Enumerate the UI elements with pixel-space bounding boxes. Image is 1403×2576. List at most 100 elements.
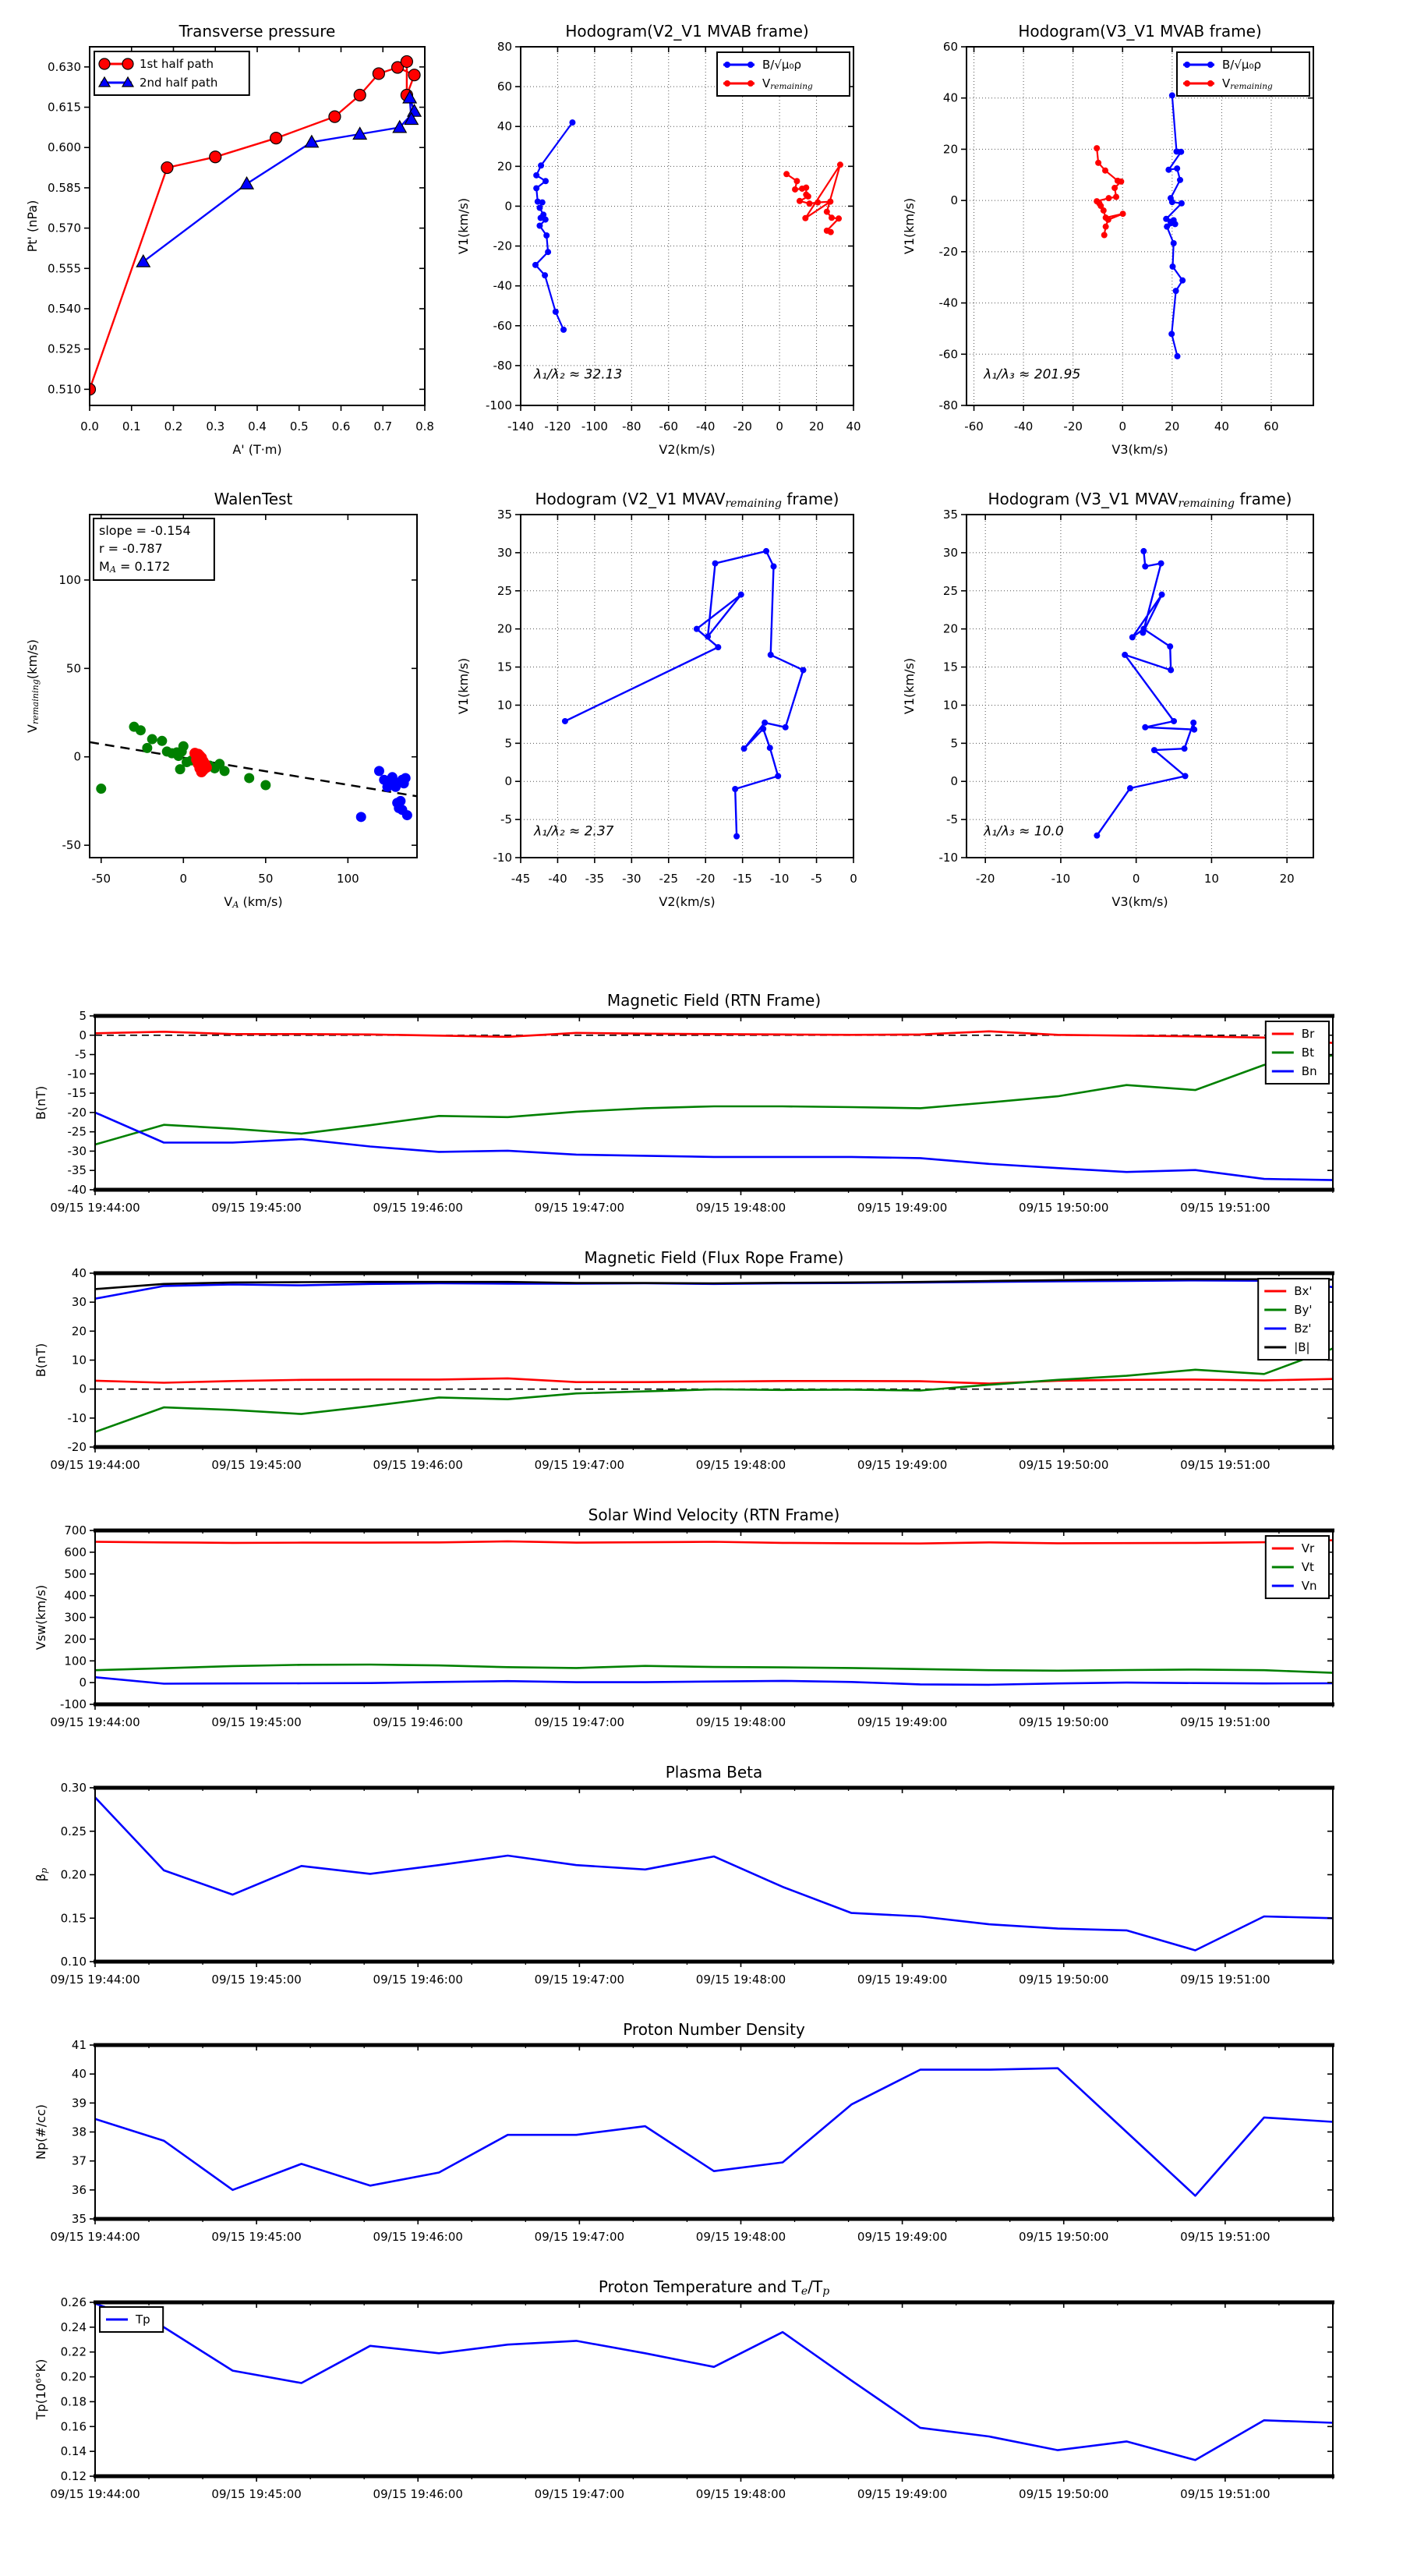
dot-marker: [732, 786, 739, 792]
x-tick-label: 09/15 19:46:00: [373, 2487, 463, 2501]
y-tick-label: 0.540: [48, 302, 81, 316]
triangle-marker: [136, 253, 151, 267]
axes-frame: [94, 1015, 1334, 1191]
x-tick-label: -20: [733, 419, 752, 433]
circle-marker: [372, 67, 385, 80]
triangle-marker: [97, 76, 111, 87]
fit-line: [90, 741, 417, 798]
dot-marker: [762, 719, 769, 726]
y-tick-label: 20: [943, 622, 958, 636]
panel-b-fluxrope: 09/15 19:44:00 09/15 19:45:00 09/15 19:46:…: [34, 1248, 1334, 1472]
x-tick-label: 40: [1214, 419, 1229, 433]
x-tick-label: 09/15 19:51:00: [1180, 1715, 1270, 1729]
legend: B/√μ₀ρ Vremaining: [1176, 51, 1310, 97]
scatter-point: [178, 741, 189, 752]
dot-marker: [542, 216, 549, 223]
y-axis-label: Vremaining(km/s): [25, 639, 41, 733]
scatter-point: [157, 735, 168, 746]
scatter-point: [175, 764, 186, 775]
panel-title: Hodogram (V2_V1 MVAVremaining frame): [535, 490, 839, 510]
dot-marker: [827, 198, 834, 205]
y-tick-label: 100: [58, 573, 81, 587]
panel-title: Hodogram(V2_V1 MVAB frame): [565, 22, 808, 41]
dot-marker: [539, 199, 546, 206]
scatter-point: [397, 805, 408, 816]
y-tick-label: 100: [64, 1654, 87, 1668]
x-axis-label: V2(km/s): [659, 894, 715, 909]
x-tick-label: 09/15 19:45:00: [211, 1973, 301, 1987]
x-tick-label: 09/15 19:50:00: [1019, 1715, 1108, 1729]
x-tick-label: 09/15 19:50:00: [1019, 1201, 1108, 1215]
dot-marker: [542, 178, 550, 185]
circle-marker: [209, 150, 222, 164]
stats-line: slope = -0.154: [99, 523, 191, 538]
dot-marker: [1207, 80, 1214, 87]
legend: 1st half path 2nd half path: [94, 51, 250, 96]
dot-marker: [537, 214, 544, 221]
y-axis-label: Np(#/cc): [34, 2104, 48, 2160]
dot-marker: [782, 724, 789, 731]
triangle-marker: [402, 90, 418, 104]
dot-marker: [1104, 216, 1111, 223]
y-tick-label: -20: [939, 245, 959, 259]
stats-line: MA = 0.172: [99, 559, 170, 575]
series-Tp: [95, 2302, 1333, 2461]
dot-marker: [1150, 747, 1157, 754]
series-group: [561, 547, 807, 840]
panel-hodogram-v3v1-mvav: -20 -10 0 10 20 -10 -5 0 5 10 15 20 25 30 35 Hodogram (…: [902, 490, 1314, 909]
dot-marker: [569, 119, 576, 126]
x-tick-label: 09/15 19:49:00: [857, 1715, 947, 1729]
x-tick-label: 10: [1204, 872, 1219, 886]
x-tick-label: 09/15 19:48:00: [696, 1715, 786, 1729]
scatter-point: [373, 766, 384, 777]
y-axis-label: V1(km/s): [456, 658, 471, 714]
triangle-marker: [121, 76, 135, 87]
x-tick-label: 09/15 19:46:00: [373, 2230, 463, 2244]
x-tick-label: 100: [337, 872, 359, 886]
x-tick-label: 09/15 19:44:00: [50, 1201, 140, 1215]
y-tick-label: 30: [943, 546, 958, 560]
y-tick-label: 0: [504, 199, 512, 213]
legend: Bx' By' Bz' |B|: [1257, 1278, 1330, 1361]
dot-marker: [1168, 331, 1175, 338]
dot-marker: [1181, 745, 1188, 752]
x-axis-label: V3(km/s): [1111, 442, 1168, 457]
series-V remaining hodogram: [1096, 550, 1196, 837]
dot-marker: [827, 228, 834, 235]
dot-marker: [1118, 178, 1125, 185]
dot-marker: [1097, 203, 1104, 210]
y-tick-label: 5: [79, 1009, 87, 1023]
series-Bt: [95, 1054, 1333, 1146]
axes-frame: [520, 514, 854, 858]
y-tick-label: -40: [939, 296, 959, 310]
dot-marker: [1172, 288, 1179, 295]
y-tick-label: -100: [60, 1697, 87, 1711]
triangle-marker: [404, 111, 419, 126]
series-group: [95, 2067, 1333, 2197]
x-tick-label: 09/15 19:47:00: [535, 1715, 624, 1729]
y-tick-label: 0.630: [48, 60, 81, 74]
axes-frame: [94, 1530, 1334, 1705]
y-tick-label: 60: [497, 80, 512, 94]
x-tick-label: 09/15 19:49:00: [857, 2487, 947, 2501]
y-tick-label: 40: [497, 119, 512, 133]
dot-marker: [796, 197, 803, 204]
y-tick-label: -40: [68, 1183, 87, 1197]
y-tick-label: 30: [497, 546, 512, 560]
y-tick-label: 0.30: [61, 1781, 87, 1795]
x-tick-label: -140: [507, 419, 534, 433]
x-tick-label: 0: [1119, 419, 1126, 433]
y-tick-label: 20: [497, 159, 512, 173]
x-axis-label: V2(km/s): [659, 442, 715, 457]
legend-label: Vr: [1302, 1541, 1315, 1555]
y-tick-label: -10: [68, 1411, 87, 1425]
x-tick-label: 09/15 19:50:00: [1019, 1458, 1108, 1472]
panel-title: Solar Wind Velocity (RTN Frame): [588, 1506, 840, 1524]
dot-marker: [705, 633, 712, 640]
x-tick-label: 09/15 19:47:00: [535, 1201, 624, 1215]
y-tick-label: 50: [66, 661, 81, 675]
annotation: λ₁/λ₂ ≈ 32.13: [533, 367, 622, 383]
dot-marker: [1165, 166, 1172, 173]
y-tick-label: 0.16: [61, 2419, 87, 2433]
dot-marker: [1142, 724, 1149, 731]
